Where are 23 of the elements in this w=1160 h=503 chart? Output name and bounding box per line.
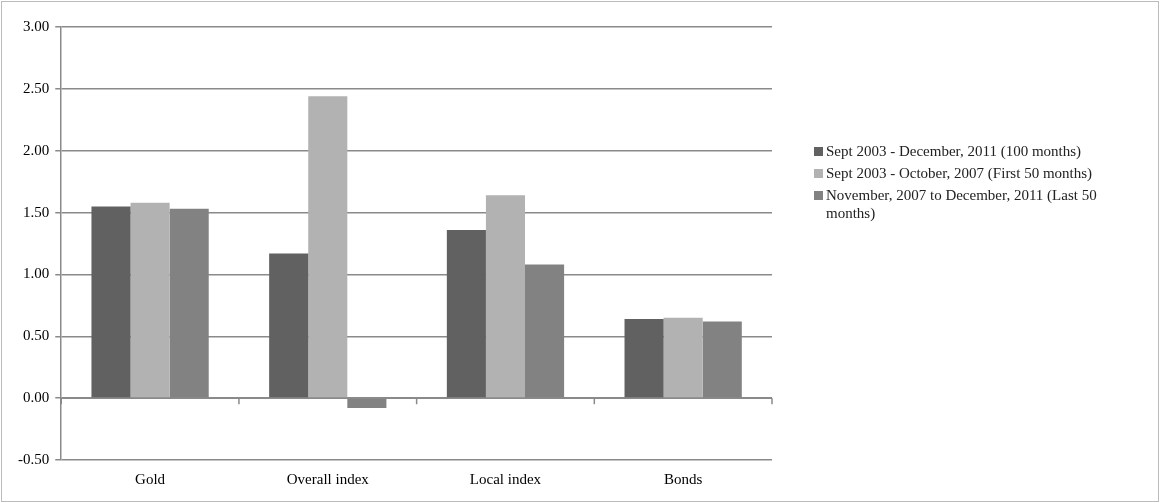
- y-tick-label: 2.50: [23, 79, 50, 96]
- x-tick-label: Local index: [469, 470, 542, 487]
- legend-label: Sept 2003 - December, 2011 (100 months): [826, 142, 1082, 160]
- legend-label: Sept 2003 - October, 2007 (First 50 months): [826, 164, 1093, 182]
- bar: [130, 202, 170, 398]
- bar: [91, 206, 131, 398]
- bar: [269, 253, 309, 398]
- y-tick-label: 1.50: [23, 203, 50, 220]
- legend-label: November, 2007 to December, 2011 (Last 50 months): [826, 186, 1098, 222]
- x-tick-label: Bonds: [663, 470, 703, 487]
- bar: [308, 96, 348, 398]
- y-tick-label: 3.00: [23, 17, 50, 34]
- y-tick-label: 0.00: [23, 389, 50, 406]
- y-tick-label: 0.50: [23, 327, 50, 344]
- x-tick-label: Gold: [135, 470, 166, 487]
- y-tick-label: 1.00: [23, 265, 50, 282]
- bar: [663, 317, 703, 398]
- bar: [446, 229, 486, 398]
- x-tick-label: Overall index: [286, 470, 370, 487]
- bar: [624, 318, 664, 398]
- y-tick-label: -0.50: [18, 450, 50, 467]
- y-tick-label: 2.00: [23, 141, 50, 158]
- bar: [485, 195, 526, 398]
